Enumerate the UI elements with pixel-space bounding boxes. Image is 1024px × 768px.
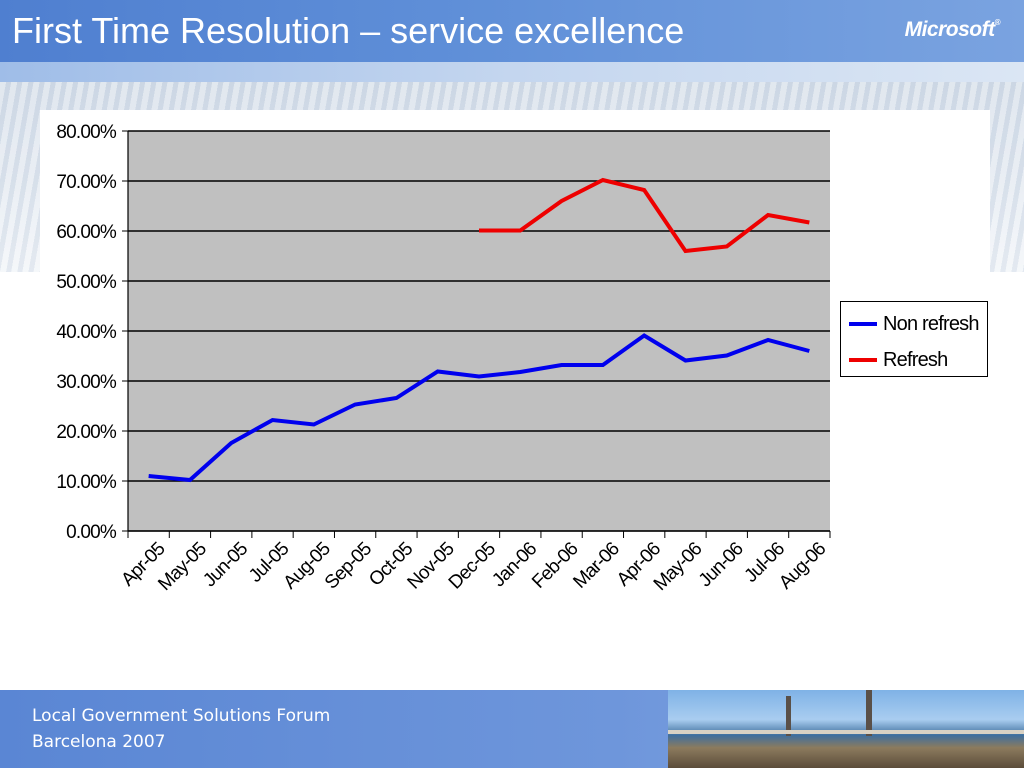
legend-item-non-refresh: Non refresh <box>849 312 980 336</box>
footer-harbor-photo <box>668 690 1024 768</box>
x-tick-label: Jun-05 <box>199 539 252 592</box>
footer-location-year: Barcelona 2007 <box>32 732 166 752</box>
y-tick-label: 30.00% <box>56 372 117 393</box>
x-tick-label: May-05 <box>154 539 210 595</box>
y-tick-label: 50.00% <box>56 272 117 293</box>
chart-panel: 0.00% 10.00% 20.00% 30.00% 40.00% 50.00% 60.00… <box>40 110 990 650</box>
title-bar <box>0 0 1024 62</box>
y-tick-label: 0.00% <box>66 522 117 543</box>
y-tick-label: 20.00% <box>56 422 117 443</box>
legend-label-refresh: Refresh <box>883 348 948 371</box>
x-tick-label: Mar-06 <box>569 539 623 593</box>
title-bar-stripe <box>0 62 1024 82</box>
slide-title: First Time Resolution – service excellen… <box>12 10 685 51</box>
line-chart: 0.00% 10.00% 20.00% 30.00% 40.00% 50.00% 60.00… <box>56 122 831 595</box>
x-tick-label: Aug-06 <box>775 539 830 594</box>
microsoft-logo: Microsoft® <box>904 18 1001 41</box>
x-tick-label: Sep-05 <box>321 539 376 594</box>
y-tick-label: 60.00% <box>56 222 117 243</box>
y-tick-label: 70.00% <box>56 172 117 193</box>
footer-event-name: Local Government Solutions Forum <box>32 706 331 726</box>
y-tick-label: 10.00% <box>56 472 117 493</box>
y-tick-label: 40.00% <box>56 322 117 343</box>
chart-legend: Non refresh Refresh <box>840 301 988 377</box>
x-tick-label: Jun-06 <box>695 539 748 592</box>
series-line-non-refresh <box>148 333 810 483</box>
legend-item-refresh: Refresh <box>849 348 948 372</box>
y-tick-label: 80.00% <box>56 122 117 143</box>
x-tick-label: May-06 <box>650 539 706 595</box>
x-tick-label: Dec-05 <box>445 539 500 594</box>
series-line-refresh <box>479 177 810 254</box>
legend-swatch-non-refresh <box>849 322 877 326</box>
legend-label-non-refresh: Non refresh <box>883 312 980 335</box>
x-tick-label: Feb-06 <box>528 539 582 593</box>
legend-swatch-refresh <box>849 358 877 362</box>
